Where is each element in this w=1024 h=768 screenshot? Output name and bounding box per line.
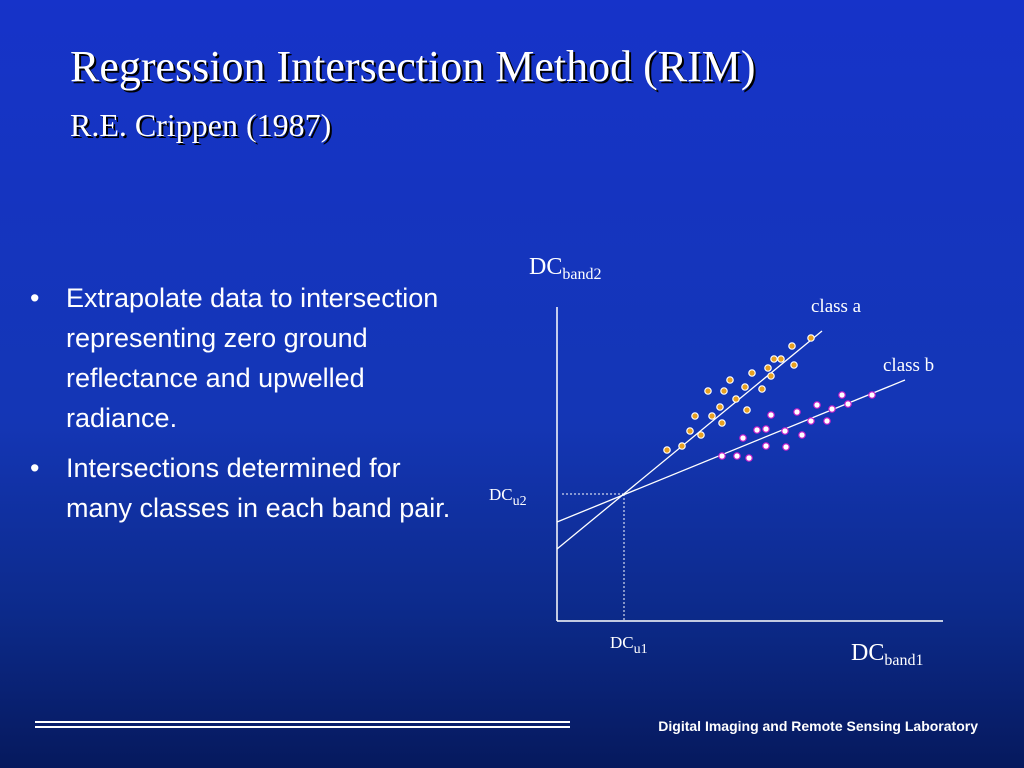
class-a-point: [770, 355, 778, 363]
class-b-point: [745, 454, 753, 462]
class-a-point: [764, 364, 772, 372]
class-b-point: [793, 408, 801, 416]
bullet-item: • Extrapolate data to intersection repre…: [30, 278, 470, 438]
bullet-list: • Extrapolate data to intersection repre…: [30, 278, 470, 538]
class-a-point: [726, 376, 734, 384]
intercept-y-label-subscript: u2: [513, 494, 527, 509]
class-b-point: [807, 417, 815, 425]
class-a-point: [748, 369, 756, 377]
class-b-point: [762, 425, 770, 433]
footer-rule: [35, 721, 570, 731]
class-b-point: [781, 427, 789, 435]
class-a-point: [716, 403, 724, 411]
class-a-point: [720, 387, 728, 395]
class-a-point: [678, 442, 686, 450]
class-b-point: [838, 391, 846, 399]
class-b-point: [718, 452, 726, 460]
class-a-point: [743, 406, 751, 414]
class-a-point: [718, 419, 726, 427]
class-a-point: [686, 427, 694, 435]
class-b-point: [733, 452, 741, 460]
class-b-point: [798, 431, 806, 439]
class-b-label: class b: [883, 355, 934, 376]
class-b-point: [739, 434, 747, 442]
class-b-regression-line: [556, 379, 906, 523]
footer-rule-line: [35, 721, 570, 723]
class-a-point: [697, 431, 705, 439]
bullet-marker: •: [30, 453, 40, 483]
class-b-point: [844, 400, 852, 408]
class-a-point: [741, 383, 749, 391]
class-b-point: [868, 391, 876, 399]
bullet-text: Extrapolate data to intersection represe…: [66, 283, 439, 433]
class-b-point: [762, 442, 770, 450]
class-b-point: [767, 411, 775, 419]
intercept-x-label-subscript: u1: [634, 642, 648, 657]
class-a-point: [663, 446, 671, 454]
class-b-point: [813, 401, 821, 409]
class-a-point: [807, 334, 815, 342]
class-a-point: [758, 385, 766, 393]
bullet-text: Intersections determined for many classe…: [66, 453, 451, 523]
y-axis-label: DCband2: [529, 254, 601, 283]
slide-title: Regression Intersection Method (RIM): [70, 42, 756, 91]
class-a-points: [663, 334, 815, 454]
class-a-point: [732, 395, 740, 403]
regression-diagram: DCband2 DCband1 DCu2 DCu1 class a class …: [489, 254, 934, 669]
slide-subtitle: R.E. Crippen (1987): [70, 107, 332, 143]
class-b-point: [823, 417, 831, 425]
class-a-point: [788, 342, 796, 350]
class-b-point: [782, 443, 790, 451]
class-a-point: [704, 387, 712, 395]
class-a-point: [691, 412, 699, 420]
class-a-point: [708, 412, 716, 420]
x-axis-label-subscript: band1: [884, 652, 923, 669]
class-b-point: [828, 405, 836, 413]
class-a-label: class a: [811, 296, 862, 317]
footer-rule-line: [35, 726, 570, 728]
bullet-marker: •: [30, 283, 40, 313]
intercept-x-label: DCu1: [610, 633, 648, 657]
class-a-point: [777, 355, 785, 363]
class-b-point: [753, 426, 761, 434]
intercept-y-label: DCu2: [489, 485, 527, 509]
class-a-point: [767, 372, 775, 380]
class-a-point: [790, 361, 798, 369]
footer-lab-name: Digital Imaging and Remote Sensing Labor…: [658, 718, 978, 734]
class-a-regression-line: [556, 330, 823, 550]
bullet-item: • Intersections determined for many clas…: [30, 448, 470, 528]
x-axis-label: DCband1: [851, 640, 923, 669]
class-b-points: [718, 391, 876, 462]
y-axis-label-subscript: band2: [562, 266, 601, 283]
